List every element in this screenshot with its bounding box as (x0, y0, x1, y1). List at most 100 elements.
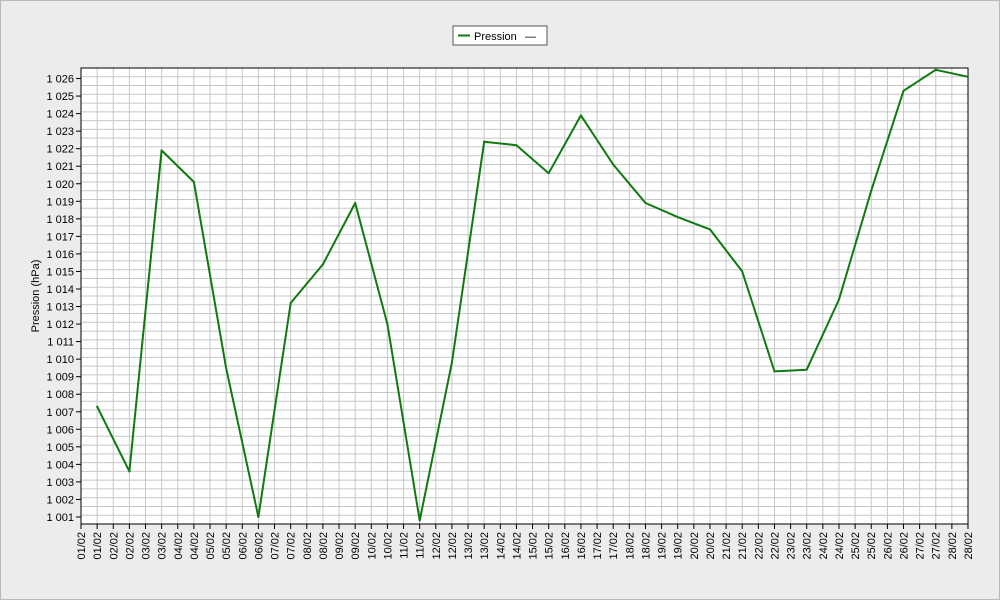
data-point (128, 470, 131, 473)
data-point (708, 228, 711, 231)
y-tick-label: 1 018 (46, 214, 74, 226)
y-tick-label: 1 022 (46, 144, 74, 156)
plot-frame (80, 67, 969, 525)
data-point (450, 361, 453, 364)
data-point (870, 189, 873, 192)
x-tick-label: 24/02 (818, 532, 830, 560)
data-point (773, 370, 776, 373)
data-point (160, 149, 163, 152)
x-tick-label: 07/02 (286, 532, 298, 560)
y-tick-label: 1 004 (46, 459, 74, 471)
y-tick-label: 1 013 (46, 302, 74, 314)
x-tick-label: 25/02 (866, 532, 878, 560)
x-tick-label: 14/02 (511, 532, 523, 560)
x-tick-label: 23/02 (786, 532, 798, 560)
y-axis-ticks: 1 001 1 002 1 003 1 004 1 005 1 006 1 007 1 008… (46, 74, 81, 524)
y-tick-label: 1 008 (46, 389, 74, 401)
data-point (579, 114, 582, 117)
legend: Pression — (452, 25, 548, 46)
x-tick-label: 16/02 (560, 532, 572, 560)
data-point (741, 270, 744, 273)
x-tick-label: 02/02 (124, 532, 136, 560)
y-tick-label: 1 001 (46, 512, 74, 524)
x-tick-label: 19/02 (673, 532, 685, 560)
y-tick-label: 1 026 (46, 74, 74, 86)
y-tick-label: 1 024 (46, 109, 74, 121)
data-point (805, 368, 808, 371)
x-tick-label: 09/02 (350, 532, 362, 560)
x-tick-label: 28/02 (963, 532, 975, 560)
x-tick-label: 12/02 (431, 532, 443, 560)
y-tick-label: 1 025 (46, 91, 74, 103)
x-tick-label: 18/02 (624, 532, 636, 560)
x-tick-label: 09/02 (334, 532, 346, 560)
x-tick-label: 21/02 (737, 532, 749, 560)
y-tick-label: 1 019 (46, 196, 74, 208)
x-tick-label: 22/02 (753, 532, 765, 560)
x-tick-label: 13/02 (463, 532, 475, 560)
legend-box (452, 25, 548, 46)
x-tick-label: 25/02 (850, 532, 862, 560)
y-tick-label: 1 005 (46, 442, 74, 454)
y-tick-label: 1 002 (46, 494, 74, 506)
x-tick-label: 04/02 (173, 532, 185, 560)
x-tick-label: 27/02 (915, 532, 927, 560)
x-tick-label: 24/02 (834, 532, 846, 560)
y-tick-label: 1 012 (46, 319, 74, 331)
x-tick-label: 19/02 (657, 532, 669, 560)
data-point (225, 366, 228, 369)
x-tick-label: 17/02 (608, 532, 620, 560)
data-point (515, 144, 518, 147)
x-tick-label: 26/02 (882, 532, 894, 560)
x-tick-label: 20/02 (689, 532, 701, 560)
y-tick-label: 1 017 (46, 231, 74, 243)
y-tick-label: 1 007 (46, 407, 74, 419)
y-tick-label: 1 003 (46, 477, 74, 489)
x-tick-label: 04/02 (189, 532, 201, 560)
x-tick-label: 20/02 (705, 532, 717, 560)
legend-marker: — (525, 31, 536, 43)
data-point (902, 89, 905, 92)
x-tick-label: 05/02 (221, 532, 233, 560)
legend-label: Pression (474, 31, 517, 43)
x-tick-label: 12/02 (447, 532, 459, 560)
data-point (321, 263, 324, 266)
y-tick-label: 1 021 (46, 161, 74, 173)
y-tick-label: 1 016 (46, 249, 74, 261)
x-tick-label: 18/02 (640, 532, 652, 560)
data-point (192, 181, 195, 183)
data-point (934, 68, 937, 71)
x-tick-label: 01/02 (92, 532, 104, 560)
x-tick-label: 07/02 (270, 532, 282, 560)
y-tick-label: 1 006 (46, 424, 74, 436)
x-tick-label: 02/02 (108, 532, 120, 560)
y-tick-label: 1 015 (46, 266, 74, 278)
data-point (257, 515, 260, 518)
x-tick-label: 01/02 (76, 532, 88, 560)
x-tick-label: 08/02 (302, 532, 314, 560)
series-layer (96, 68, 969, 522)
x-tick-label: 15/02 (528, 532, 540, 560)
data-point (967, 75, 969, 78)
x-tick-label: 10/02 (382, 532, 394, 560)
data-point (386, 323, 389, 326)
x-tick-label: 14/02 (495, 532, 507, 560)
x-tick-label: 16/02 (576, 532, 588, 560)
data-point (354, 202, 357, 205)
x-tick-label: 03/02 (141, 532, 153, 560)
grid-lines (80, 67, 969, 525)
y-tick-label: 1 011 (47, 337, 74, 349)
x-tick-label: 15/02 (544, 532, 556, 560)
y-axis-title: Pression (hPa) (30, 260, 42, 333)
data-point (483, 140, 486, 143)
y-tick-label: 1 020 (46, 179, 74, 191)
data-point (612, 163, 615, 166)
data-point (837, 298, 840, 301)
x-tick-label: 03/02 (157, 532, 169, 560)
y-tick-label: 1 010 (46, 354, 74, 366)
y-tick-label: 1 014 (46, 284, 74, 296)
x-tick-label: 22/02 (769, 532, 781, 560)
x-tick-label: 10/02 (366, 532, 378, 560)
